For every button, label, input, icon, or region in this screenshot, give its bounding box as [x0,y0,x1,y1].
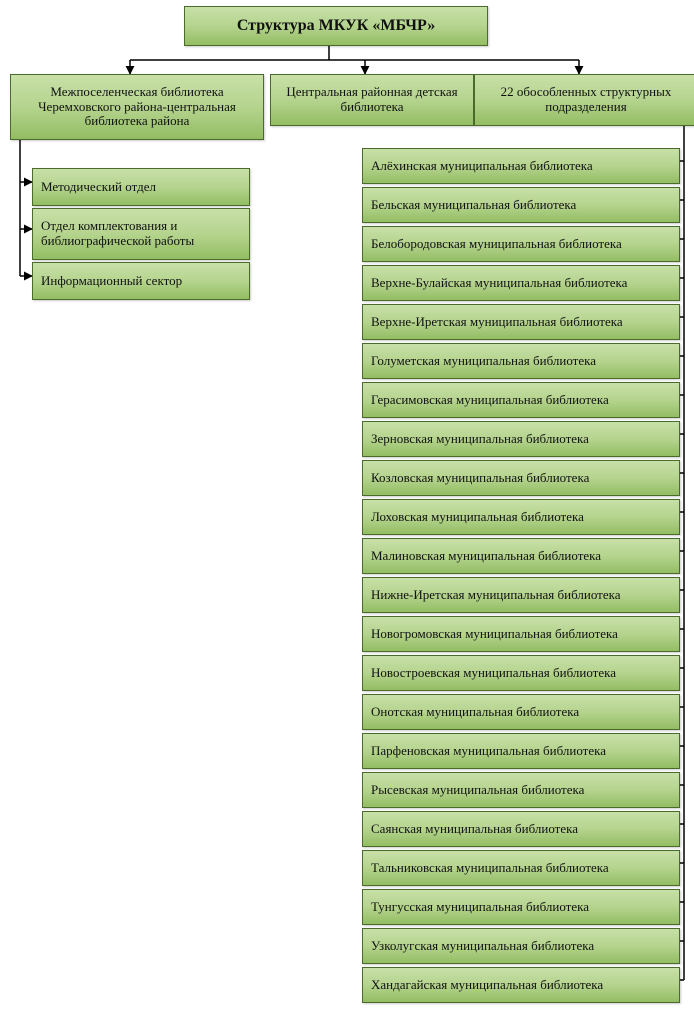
right-child-node: Нижне-Иретская муниципальная библиотека [362,577,680,613]
right-child-node: Новостроевская муниципальная библиотека [362,655,680,691]
right-child-node: Верхне-Иретская муниципальная библиотека [362,304,680,340]
right-child-node: Онотская муниципальная библиотека [362,694,680,730]
right-child-node: Новогромовская муниципальная библиотека [362,616,680,652]
right-child-node: Голуметская муниципальная библиотека [362,343,680,379]
right-child-node: Козловская муниципальная библиотека [362,460,680,496]
right-child-node: Лоховская муниципальная библиотека [362,499,680,535]
branch-right-node: 22 обособленных структурных подразделени… [474,74,694,126]
branch-center-node: Центральная районная детская библиотека [270,74,474,126]
org-chart-canvas: Структура МКУК «МБЧР» Межпоселенческая б… [0,0,694,1024]
right-child-node: Верхне-Булайская муниципальная библиотек… [362,265,680,301]
right-child-node: Белобородовская муниципальная библиотека [362,226,680,262]
branch-left-node: Межпоселенческая библиотека Черемховског… [10,74,264,140]
left-child-node: Информационный сектор [32,262,250,300]
right-child-node: Тунгусская муниципальная библиотека [362,889,680,925]
right-child-node: Зерновская муниципальная библиотека [362,421,680,457]
right-child-node: Саянская муниципальная библиотека [362,811,680,847]
right-child-node: Герасимовская муниципальная библиотека [362,382,680,418]
right-child-node: Рысевская муниципальная библиотека [362,772,680,808]
title-node: Структура МКУК «МБЧР» [184,6,488,46]
left-child-node: Методический отдел [32,168,250,206]
right-child-node: Тальниковская муниципальная библиотека [362,850,680,886]
right-child-node: Парфеновская муниципальная библиотека [362,733,680,769]
right-child-node: Узколугская муниципальная библиотека [362,928,680,964]
left-child-node: Отдел комплектования и библиографической… [32,208,250,260]
right-child-node: Алёхинская муниципальная библиотека [362,148,680,184]
right-child-node: Малиновская муниципальная библиотека [362,538,680,574]
right-child-node: Бельская муниципальная библиотека [362,187,680,223]
right-child-node: Хандагайская муниципальная библиотека [362,967,680,1003]
